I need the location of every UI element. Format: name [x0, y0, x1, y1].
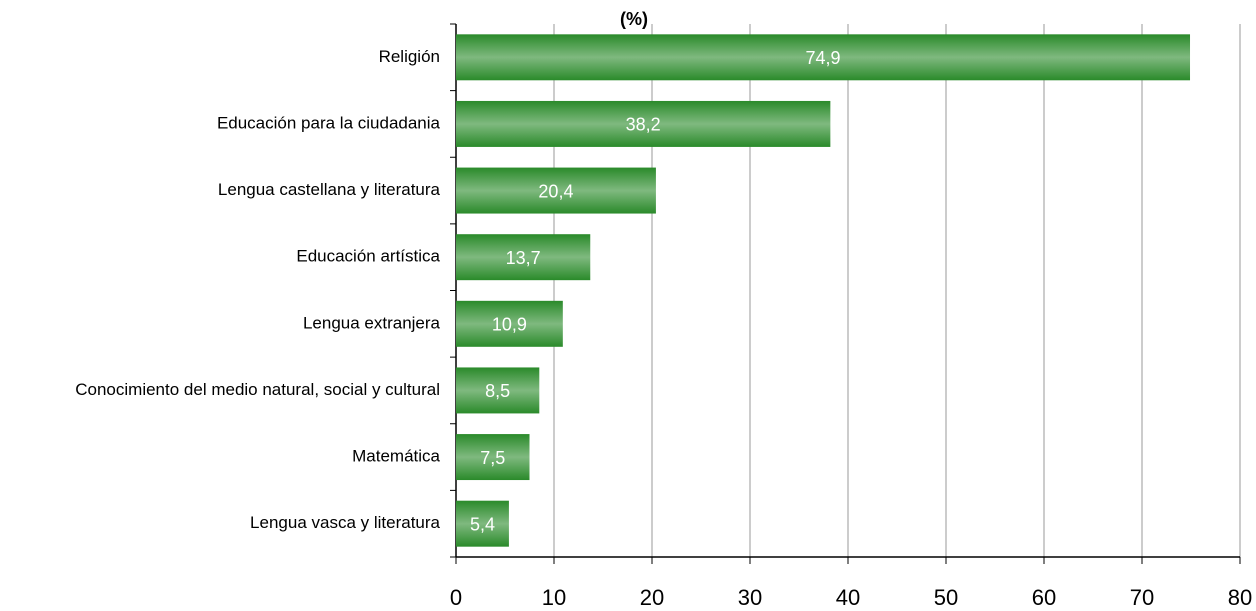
x-tick-label: 20: [640, 585, 664, 610]
x-tick-label: 10: [542, 585, 566, 610]
category-label: Matemática: [352, 447, 440, 466]
bar: [456, 167, 656, 214]
bar: [456, 434, 530, 481]
value-label: 10,9: [492, 315, 527, 335]
category-label: Educación artística: [296, 247, 440, 266]
category-label: Educación para la ciudadania: [217, 113, 441, 132]
category-label: Lengua vasca y literatura: [250, 513, 440, 532]
x-tick-label: 30: [738, 585, 762, 610]
bar: [456, 34, 1191, 81]
value-label: 13,7: [506, 248, 541, 268]
value-label: 38,2: [626, 115, 661, 135]
axis-title: (%): [620, 9, 648, 29]
value-label: 74,9: [805, 48, 840, 68]
bar: [456, 300, 563, 347]
x-tick-label: 80: [1228, 585, 1252, 610]
category-label: Lengua castellana y literatura: [218, 180, 441, 199]
bar: [456, 234, 591, 281]
value-label: 8,5: [485, 381, 510, 401]
value-label: 7,5: [480, 448, 505, 468]
x-tick-label: 70: [1130, 585, 1154, 610]
value-label: 20,4: [538, 181, 573, 201]
x-tick-label: 50: [934, 585, 958, 610]
bar: [456, 100, 831, 147]
bar: [456, 500, 509, 547]
category-label: Conocimiento del medio natural, social y…: [75, 380, 440, 399]
x-tick-label: 40: [836, 585, 860, 610]
category-label: Religión: [379, 47, 440, 66]
category-label: Lengua extranjera: [303, 313, 441, 332]
bar: [456, 367, 540, 414]
x-tick-label: 60: [1032, 585, 1056, 610]
value-label: 5,4: [470, 514, 495, 534]
x-tick-label: 0: [450, 585, 462, 610]
